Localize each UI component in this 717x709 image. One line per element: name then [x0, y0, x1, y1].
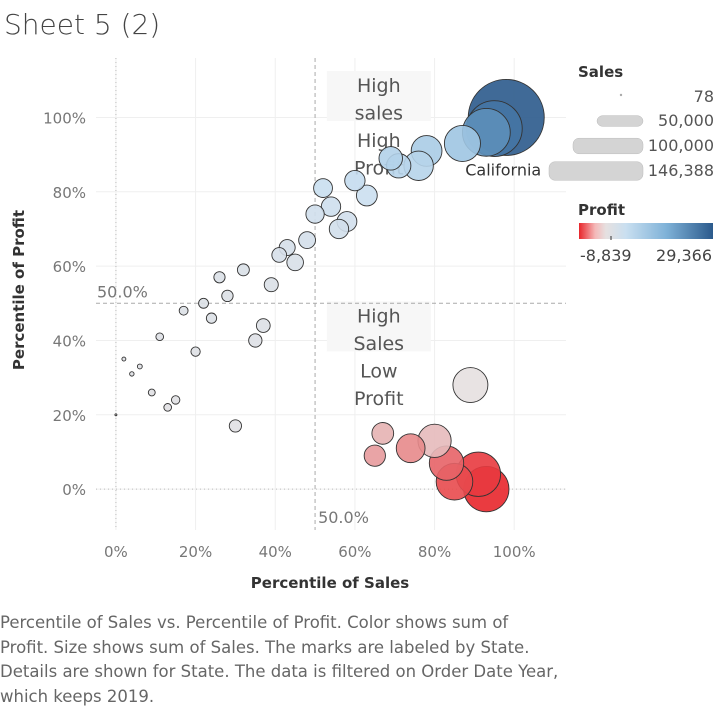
data-point	[213, 271, 226, 284]
x-tick-label: 0%	[104, 543, 128, 561]
size-legend-label: 78	[694, 87, 714, 106]
annotation-line: sales	[355, 103, 403, 125]
data-point	[395, 433, 426, 464]
data-point	[236, 263, 250, 277]
legend-layer: 78 50,000 100,000 146,388 -8,839 29,366	[548, 87, 714, 265]
data-point	[163, 403, 172, 412]
data-point	[136, 363, 143, 370]
x-axis-title: Percentile of Sales	[250, 574, 410, 592]
size-legend-mark	[572, 137, 644, 155]
data-point	[443, 124, 481, 162]
mark-label: California	[465, 160, 541, 179]
data-point	[286, 253, 304, 272]
size-legend-label: 50,000	[658, 111, 714, 130]
sheet-title: Sheet 5 (2)	[4, 8, 161, 41]
data-point	[371, 422, 395, 445]
data-point	[205, 312, 218, 324]
size-legend-mark	[596, 115, 644, 127]
annotation-box	[326, 301, 431, 352]
data-point	[313, 178, 333, 198]
annotation-line: High	[357, 75, 401, 97]
data-point	[129, 371, 135, 377]
tick-labels: 0% 0% 20% 20% 40% 40% 60% 60% 80% 80% 100% 100%	[43, 109, 536, 561]
y-tick-label: 0%	[62, 481, 86, 499]
y-reference-label: 50.0%	[97, 282, 148, 301]
data-point	[198, 297, 209, 309]
chart-caption: Percentile of Sales vs. Percentile of Pr…	[0, 613, 559, 706]
marks-layer: California	[114, 79, 545, 513]
data-point	[190, 346, 201, 357]
data-point	[344, 170, 366, 192]
data-point	[355, 184, 378, 207]
y-tick-label: 20%	[53, 407, 86, 425]
data-point	[114, 413, 118, 417]
y-tick-label: 40%	[53, 332, 86, 350]
data-point	[378, 146, 403, 171]
y-axis-title: Percentile of Profit	[10, 209, 28, 371]
data-point	[121, 356, 127, 362]
profit-legend-title: Profit	[578, 201, 625, 219]
annotation-line: Low	[360, 360, 397, 382]
data-point	[320, 196, 342, 217]
data-point	[221, 289, 234, 303]
data-point	[228, 419, 242, 433]
y-tick-label: 60%	[53, 258, 86, 276]
data-point	[170, 395, 181, 405]
data-point	[305, 204, 325, 224]
x-tick-label: 80%	[418, 543, 451, 561]
annotation-line: Sales	[354, 333, 405, 355]
x-tick-label: 40%	[259, 543, 292, 561]
size-legend-mark	[548, 161, 644, 181]
x-reference-label: 50.0%	[318, 508, 369, 527]
data-point	[263, 277, 279, 293]
annotation-line: High	[357, 305, 401, 327]
data-point	[328, 218, 350, 240]
data-point	[248, 333, 263, 348]
profit-max-label: 29,366	[656, 246, 712, 265]
data-point	[155, 332, 165, 342]
profit-color-ramp	[579, 223, 713, 239]
size-legend-dot	[619, 93, 623, 97]
reference-lines: 50.0% 50.0%	[96, 58, 566, 530]
data-point	[255, 318, 271, 333]
data-point	[178, 305, 189, 316]
x-tick-label: 20%	[179, 543, 212, 561]
data-point	[298, 231, 316, 249]
annotation-box	[326, 71, 431, 122]
sales-legend-title: Sales	[578, 63, 624, 81]
data-point	[271, 247, 288, 263]
profit-min-label: -8,839	[580, 246, 632, 265]
y-tick-label: 100%	[43, 109, 86, 127]
y-tick-label: 80%	[53, 184, 86, 202]
size-legend-label: 100,000	[648, 136, 714, 155]
annotation-line: Profit	[354, 388, 404, 410]
size-legend-label: 146,388	[648, 161, 714, 180]
x-tick-label: 60%	[338, 543, 371, 561]
data-point	[363, 444, 386, 467]
data-point	[147, 388, 156, 397]
data-point	[452, 367, 489, 403]
x-tick-label: 100%	[493, 543, 536, 561]
